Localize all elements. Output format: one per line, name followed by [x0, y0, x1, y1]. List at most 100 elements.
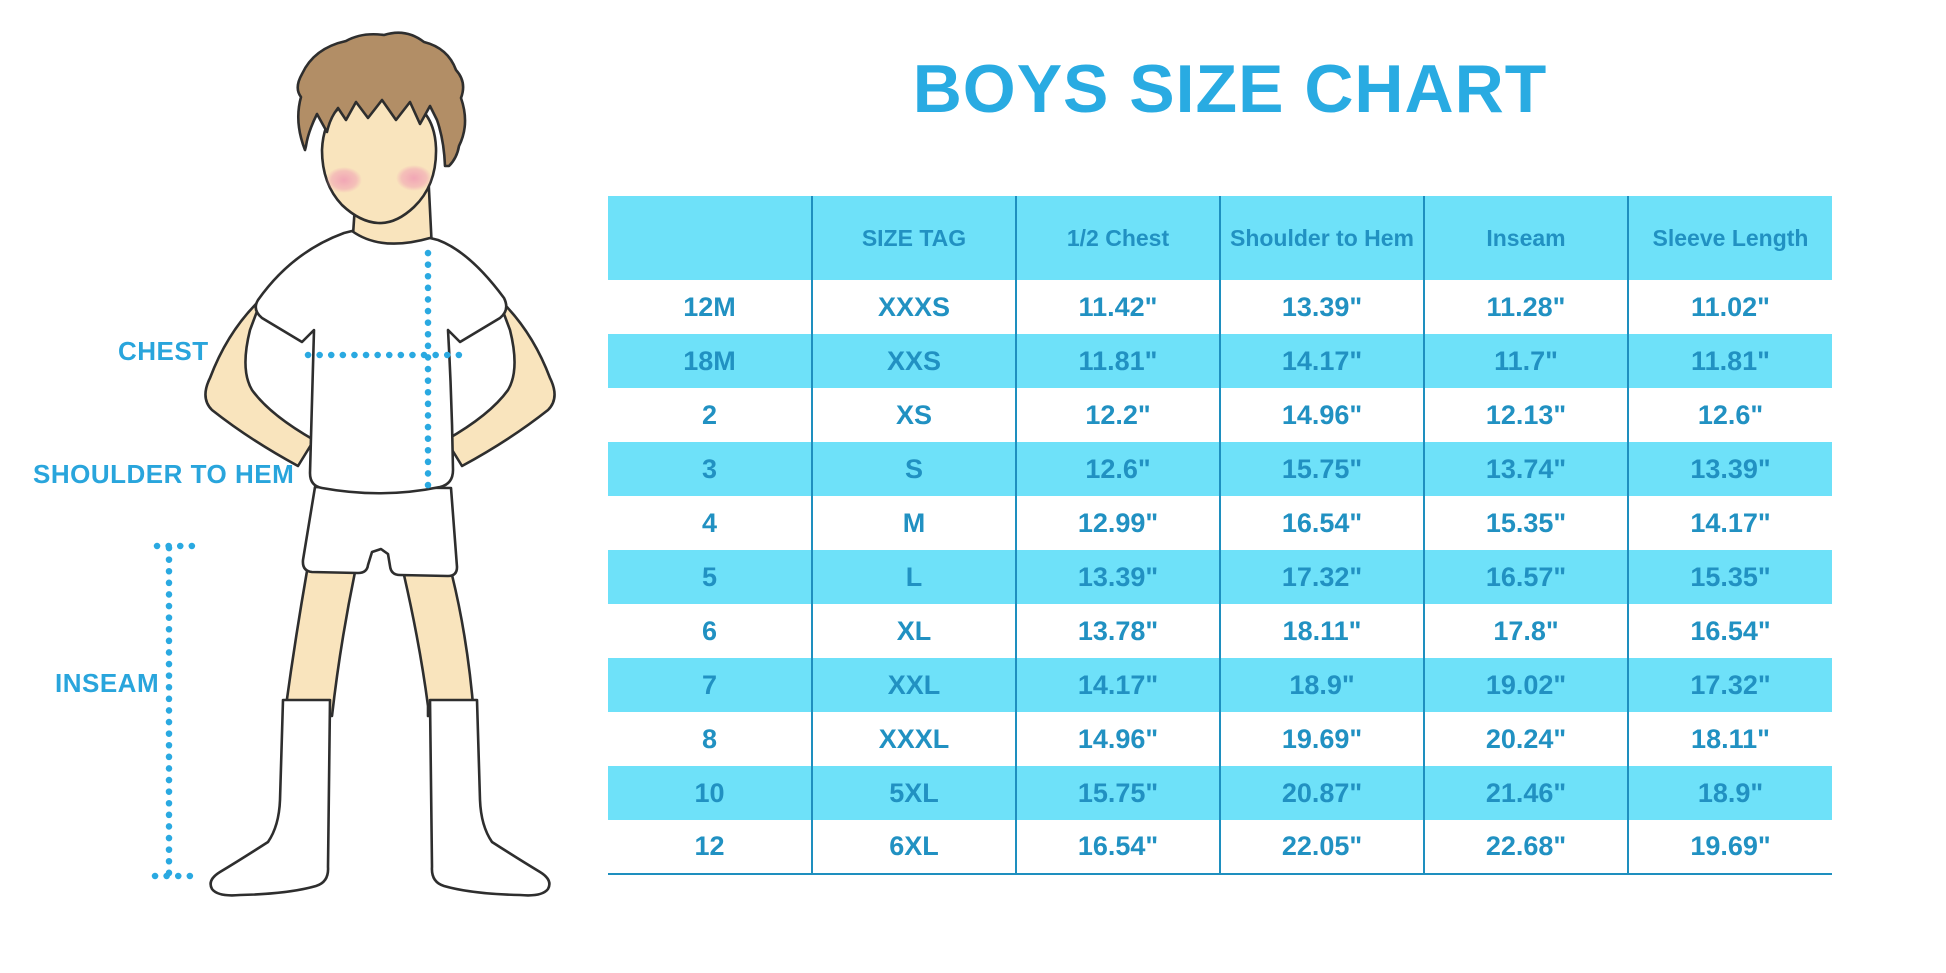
measurement-cell: 19.69" [1219, 712, 1424, 766]
measurement-cell: 5XL [811, 766, 1016, 820]
measurement-cell: 12.13" [1423, 388, 1628, 442]
left-cheek-blush [326, 167, 362, 193]
measurement-cell: S [811, 442, 1016, 496]
measurement-cell: 22.68" [1423, 820, 1628, 874]
measurement-cell: 11.81" [1015, 334, 1220, 388]
column-header: Shoulder to Hem [1219, 196, 1424, 280]
size-row-label: 6 [701, 615, 718, 646]
column-header: 1/2 Chest [1015, 196, 1220, 280]
measurement-cell: 11.7" [1423, 334, 1628, 388]
measurement-cell: 18.11" [1627, 712, 1832, 766]
measurement-cell: 15.35" [1423, 496, 1628, 550]
table-row: 18M XXS 11.81" 14.17" 11.7" 11.81" [608, 334, 1832, 388]
measurement-cell: 14.17" [1627, 496, 1832, 550]
measurement-cell: 17.8" [1423, 604, 1628, 658]
table-row: 2 XS 12.2" 14.96" 12.13" 12.6" [608, 388, 1832, 442]
measurement-cell: XXXS [811, 280, 1016, 334]
measurement-cell: 15.35" [1627, 550, 1832, 604]
table-row: 3 S 12.6" 15.75" 13.74" 13.39" [608, 442, 1832, 496]
shoulder-to-hem-label: SHOULDER TO HEM [33, 459, 295, 489]
table-row: 8 XXXL 14.96" 19.69" 20.24" 18.11" [608, 712, 1832, 766]
measurement-cell: 12.6" [1015, 442, 1220, 496]
measurement-cell: 17.32" [1627, 658, 1832, 712]
boy-measurement-illustration [151, 31, 556, 897]
table-row: 10 5XL 15.75" 20.87" 21.46" 18.9" [608, 766, 1832, 820]
left-arm [204, 296, 316, 468]
right-cheek-blush [396, 165, 432, 191]
measurement-cell: 14.96" [1219, 388, 1424, 442]
right-arm [444, 296, 556, 468]
measurement-cell: 17.32" [1219, 550, 1424, 604]
measurement-cell: XL [811, 604, 1016, 658]
measurement-cell: 16.54" [1219, 496, 1424, 550]
measurement-cell: 14.17" [1219, 334, 1424, 388]
chest-label: CHEST [118, 336, 209, 366]
size-row-label: 4 [701, 507, 718, 538]
right-sock [428, 698, 551, 897]
table-body: 12M XXXS 11.42" 13.39" 11.28" 11.02" 18M XXS 11.… [608, 280, 1832, 874]
measurement-cell: 11.81" [1627, 334, 1832, 388]
measurement-cell: 12.99" [1015, 496, 1220, 550]
left-leg [284, 569, 357, 718]
measurement-cell: 15.75" [1219, 442, 1424, 496]
measurement-cell: 13.39" [1627, 442, 1832, 496]
measurement-cell: 18.11" [1219, 604, 1424, 658]
measurement-cell: 11.28" [1423, 280, 1628, 334]
size-row-label: 7 [701, 669, 718, 700]
table-row: 12M XXXS 11.42" 13.39" 11.28" 11.02" [608, 280, 1832, 334]
shorts [301, 485, 459, 578]
measurement-cell: 21.46" [1423, 766, 1628, 820]
hair [296, 31, 467, 168]
t-shirt [254, 229, 508, 495]
measurement-cell: XXXL [811, 712, 1016, 766]
measurement-cell: 16.54" [1627, 604, 1832, 658]
size-row-label: 2 [701, 399, 718, 430]
size-row-label: 10 [694, 777, 725, 808]
measurement-cell: 18.9" [1627, 766, 1832, 820]
measurement-cell: 14.96" [1015, 712, 1220, 766]
measurement-cell: 20.24" [1423, 712, 1628, 766]
measurement-cell: 15.75" [1015, 766, 1220, 820]
size-column-header [608, 196, 812, 280]
measurement-cell: 16.54" [1015, 820, 1220, 874]
table-row: 7 XXL 14.17" 18.9" 19.02" 17.32" [608, 658, 1832, 712]
measurement-cell: 13.39" [1015, 550, 1220, 604]
table-row: 12 6XL 16.54" 22.05" 22.68" 19.69" [608, 820, 1832, 874]
measurement-cell: XS [811, 388, 1016, 442]
measurement-cell: 16.57" [1423, 550, 1628, 604]
measurement-cell: XXL [811, 658, 1016, 712]
measurement-cell: 12.2" [1015, 388, 1220, 442]
measurement-cell: 11.02" [1627, 280, 1832, 334]
measurement-cell: 20.87" [1219, 766, 1424, 820]
column-header: Sleeve Length [1627, 196, 1832, 280]
measurement-cell: 13.78" [1015, 604, 1220, 658]
inseam-label: INSEAM [55, 668, 160, 698]
measurement-cell: 22.05" [1219, 820, 1424, 874]
size-row-label: 18M [683, 345, 736, 376]
header-row: SIZE TAG 1/2 Chest Shoulder to Hem Inseam Sl… [608, 196, 1832, 280]
measurement-cell: 12.6" [1627, 388, 1832, 442]
column-header: SIZE TAG [811, 196, 1016, 280]
table-row: 4 M 12.99" 16.54" 15.35" 14.17" [608, 496, 1832, 550]
size-row-label: 5 [701, 561, 718, 592]
measurement-cell: 13.39" [1219, 280, 1424, 334]
measurement-cell: L [811, 550, 1016, 604]
table-row: 6 XL 13.78" 18.11" 17.8" 16.54" [608, 604, 1832, 658]
right-leg [402, 573, 476, 718]
size-row-label: 8 [701, 723, 718, 754]
measurement-cell: 13.74" [1423, 442, 1628, 496]
measurement-cell: 19.69" [1627, 820, 1832, 874]
size-row-label: 12M [683, 291, 736, 322]
measurement-cell: 18.9" [1219, 658, 1424, 712]
measurement-cell: XXS [811, 334, 1016, 388]
size-chart-table: SIZE TAG 1/2 Chest Shoulder to Hem Inseam Sl… [608, 196, 1832, 875]
size-row-label: 12 [694, 831, 725, 861]
measurement-cell: M [811, 496, 1016, 550]
measurement-cell: 6XL [811, 820, 1016, 874]
page-title: BOYS SIZE CHART [912, 51, 1548, 127]
table-row: 5 L 13.39" 17.32" 16.57" 15.35" [608, 550, 1832, 604]
left-sock [209, 698, 332, 897]
measurement-cell: 14.17" [1015, 658, 1220, 712]
measurement-cell: 11.42" [1015, 280, 1220, 334]
